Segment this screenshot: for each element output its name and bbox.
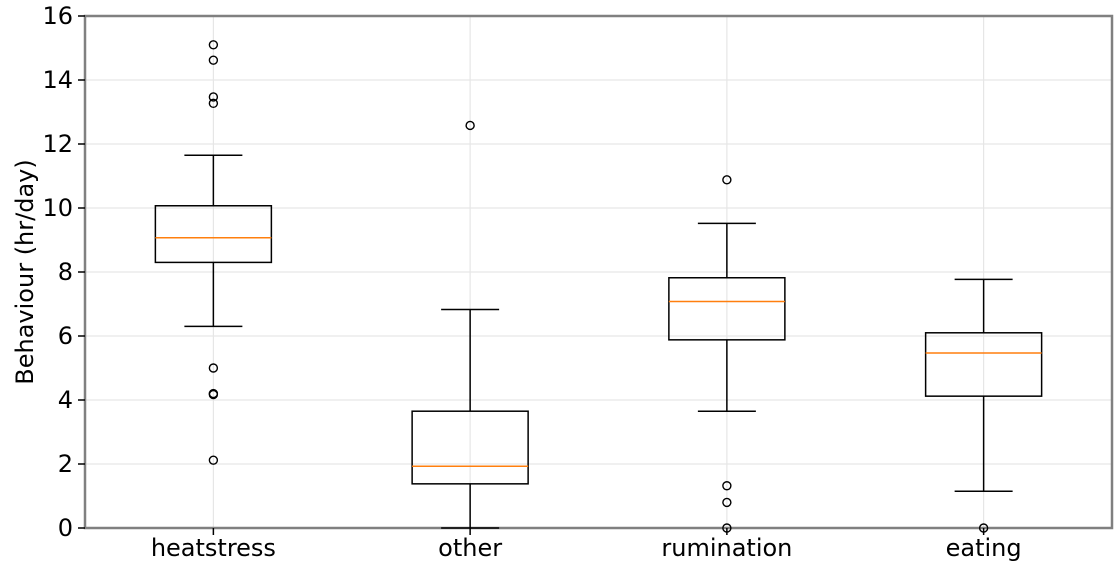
y-tick-label: 10 bbox=[42, 194, 73, 222]
y-tick-label: 0 bbox=[58, 514, 73, 542]
x-tick-label-other: other bbox=[438, 534, 502, 562]
y-tick-label: 4 bbox=[58, 386, 73, 414]
x-tick-label-eating: eating bbox=[946, 534, 1022, 562]
box-eating bbox=[924, 278, 1043, 533]
outlier-point bbox=[208, 363, 219, 373]
outlier-point bbox=[208, 98, 219, 109]
outlier-point bbox=[465, 120, 475, 131]
y-tick-label: 2 bbox=[58, 450, 73, 478]
outlier-point bbox=[722, 481, 732, 491]
iqr-box bbox=[154, 205, 273, 264]
boxes-group bbox=[154, 40, 1043, 533]
outlier-point bbox=[208, 40, 219, 50]
outlier-point bbox=[722, 497, 732, 508]
y-tick-label: 8 bbox=[58, 258, 73, 286]
iqr-box bbox=[924, 332, 1043, 397]
y-tick-label: 6 bbox=[58, 322, 73, 350]
y-axis-ticks: 0 2 4 6 8 10 12 14 16 bbox=[42, 2, 85, 542]
outlier-point bbox=[208, 389, 219, 400]
y-tick-label: 12 bbox=[42, 130, 73, 158]
grid-lines bbox=[85, 15, 1112, 529]
y-axis-label: Behaviour (hr/day) bbox=[11, 159, 39, 384]
box-heatstress bbox=[154, 40, 273, 465]
outlier-point bbox=[208, 455, 219, 465]
x-tick-label-rumination: rumination bbox=[661, 534, 792, 562]
x-tick-label-heatstress: heatstress bbox=[151, 534, 276, 562]
outlier-point bbox=[208, 55, 219, 65]
y-tick-label: 16 bbox=[42, 2, 73, 30]
iqr-box bbox=[411, 410, 529, 485]
x-axis-ticks: heatstress other rumination eating bbox=[151, 528, 1022, 562]
iqr-box bbox=[668, 277, 786, 341]
outlier-point bbox=[722, 175, 732, 185]
y-tick-label: 14 bbox=[42, 66, 73, 94]
outlier-point bbox=[208, 92, 219, 102]
box-other bbox=[411, 120, 529, 529]
